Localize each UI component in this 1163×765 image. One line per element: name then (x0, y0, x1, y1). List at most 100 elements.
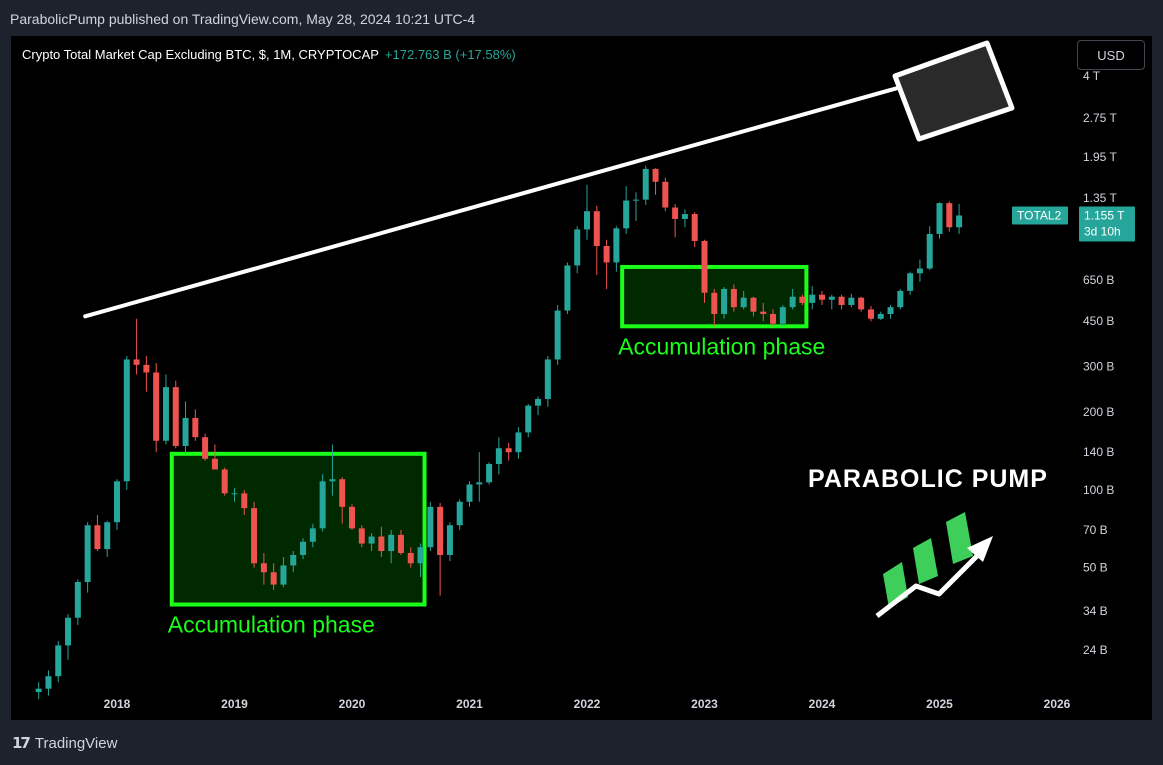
candle[interactable] (828, 296, 835, 300)
candle[interactable] (270, 572, 277, 585)
candle[interactable] (779, 307, 786, 324)
candle[interactable] (143, 364, 150, 373)
candle[interactable] (916, 268, 923, 274)
candle[interactable] (45, 676, 52, 689)
candle[interactable] (349, 506, 355, 529)
candle[interactable] (936, 203, 943, 234)
candle[interactable] (231, 493, 238, 495)
candle[interactable] (456, 501, 463, 526)
candle[interactable] (94, 525, 101, 550)
candle[interactable] (574, 229, 581, 266)
candle[interactable] (897, 290, 904, 308)
price-tag[interactable] (1079, 206, 1135, 242)
candle[interactable] (123, 359, 130, 482)
candle[interactable] (55, 645, 62, 677)
candle[interactable] (662, 181, 669, 208)
candle[interactable] (35, 688, 42, 693)
candle[interactable] (711, 292, 718, 314)
candle[interactable] (358, 528, 365, 544)
candle[interactable] (642, 168, 649, 200)
candle[interactable] (309, 528, 316, 542)
candle[interactable] (368, 536, 375, 544)
candle[interactable] (486, 464, 493, 483)
trendline[interactable] (83, 68, 962, 319)
candle[interactable] (446, 525, 453, 555)
candle[interactable] (300, 541, 307, 555)
candle[interactable] (770, 313, 777, 324)
candle[interactable] (926, 233, 933, 269)
candle[interactable] (182, 417, 189, 446)
chart-area[interactable]: Accumulation phase Accumulation phase 24 … (11, 36, 1152, 720)
candle[interactable] (652, 168, 659, 182)
candle[interactable] (799, 296, 806, 303)
candle[interactable] (221, 469, 228, 494)
tradingview-logo[interactable]: 17 TradingView (12, 734, 117, 752)
candle[interactable] (319, 481, 326, 529)
candle[interactable] (544, 359, 551, 399)
candle[interactable] (397, 534, 404, 553)
candle[interactable] (760, 311, 767, 314)
target-zone-box[interactable] (892, 40, 1015, 142)
candle[interactable] (84, 525, 91, 583)
candle[interactable] (260, 563, 267, 573)
candle[interactable] (378, 536, 385, 552)
candle[interactable] (172, 387, 179, 446)
candle[interactable] (848, 297, 855, 306)
candle[interactable] (329, 479, 336, 482)
ticker-tag[interactable] (1012, 206, 1068, 225)
candle[interactable] (819, 294, 825, 300)
candle[interactable] (104, 522, 111, 550)
candle[interactable] (515, 432, 522, 453)
candle[interactable] (564, 265, 571, 311)
candle[interactable] (241, 493, 248, 509)
candle[interactable] (672, 207, 679, 219)
symbol-legend[interactable]: Crypto Total Market Cap Excluding BTC, $… (22, 47, 516, 62)
candle[interactable] (584, 211, 590, 230)
candle[interactable] (721, 288, 728, 314)
candle[interactable] (554, 310, 561, 360)
candle[interactable] (211, 458, 218, 470)
candle[interactable] (603, 245, 610, 263)
candle[interactable] (789, 296, 796, 308)
candle[interactable] (613, 228, 620, 263)
candle[interactable] (750, 297, 757, 312)
candle[interactable] (74, 582, 81, 618)
candle[interactable] (437, 506, 444, 555)
candle[interactable] (388, 534, 395, 552)
candle[interactable] (466, 484, 473, 502)
currency-button[interactable]: USD (1077, 40, 1145, 70)
candle[interactable] (887, 307, 894, 314)
candle[interactable] (877, 313, 884, 319)
candle[interactable] (192, 417, 199, 438)
candle[interactable] (153, 372, 160, 441)
candle[interactable] (593, 211, 600, 246)
candle[interactable] (476, 482, 483, 485)
chart-canvas[interactable]: Accumulation phase Accumulation phase 24 … (11, 36, 1152, 720)
candle[interactable] (495, 448, 502, 465)
candle[interactable] (417, 547, 424, 564)
candle[interactable] (740, 297, 747, 308)
candle[interactable] (525, 405, 532, 433)
candle[interactable] (535, 398, 542, 406)
candle[interactable] (290, 554, 297, 566)
candle[interactable] (280, 565, 287, 585)
candle[interactable] (907, 273, 914, 291)
candle[interactable] (114, 481, 120, 523)
candle[interactable] (339, 479, 346, 507)
candle[interactable] (956, 215, 963, 228)
candle[interactable] (505, 448, 512, 453)
candle[interactable] (730, 288, 737, 308)
candle[interactable] (632, 199, 639, 201)
candle[interactable] (427, 506, 434, 548)
candle[interactable] (133, 359, 140, 365)
candle[interactable] (65, 617, 72, 646)
candle[interactable] (867, 309, 874, 319)
candle[interactable] (162, 387, 169, 441)
candle[interactable] (202, 437, 209, 459)
candle[interactable] (251, 508, 258, 564)
candle[interactable] (838, 296, 845, 306)
accumulation-zone-box[interactable] (169, 451, 427, 607)
candle[interactable] (407, 552, 414, 564)
candle[interactable] (623, 200, 630, 229)
candle[interactable] (691, 214, 698, 242)
